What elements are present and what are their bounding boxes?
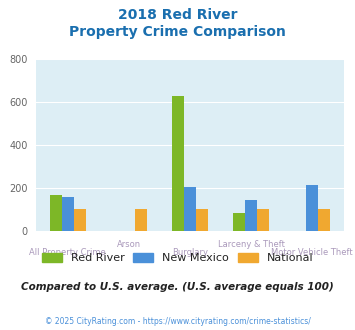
Text: Burglary: Burglary (172, 248, 208, 257)
Legend: Red River, New Mexico, National: Red River, New Mexico, National (37, 248, 318, 267)
Text: 2018 Red River: 2018 Red River (118, 8, 237, 22)
Bar (74, 209, 86, 231)
Bar (306, 185, 318, 231)
Bar (318, 209, 330, 231)
Bar (62, 197, 74, 231)
Text: Compared to U.S. average. (U.S. average equals 100): Compared to U.S. average. (U.S. average … (21, 282, 334, 292)
Bar (245, 200, 257, 231)
Text: Motor Vehicle Theft: Motor Vehicle Theft (271, 248, 353, 257)
Bar (257, 209, 269, 231)
Bar (196, 209, 208, 231)
Text: Larceny & Theft: Larceny & Theft (218, 241, 284, 249)
Bar (233, 213, 245, 231)
Bar (171, 96, 184, 231)
Bar (184, 186, 196, 231)
Text: © 2025 CityRating.com - https://www.cityrating.com/crime-statistics/: © 2025 CityRating.com - https://www.city… (45, 317, 310, 326)
Bar (50, 194, 62, 231)
Text: Property Crime Comparison: Property Crime Comparison (69, 25, 286, 39)
Text: Arson: Arson (117, 241, 141, 249)
Text: All Property Crime: All Property Crime (29, 248, 106, 257)
Bar (135, 209, 147, 231)
